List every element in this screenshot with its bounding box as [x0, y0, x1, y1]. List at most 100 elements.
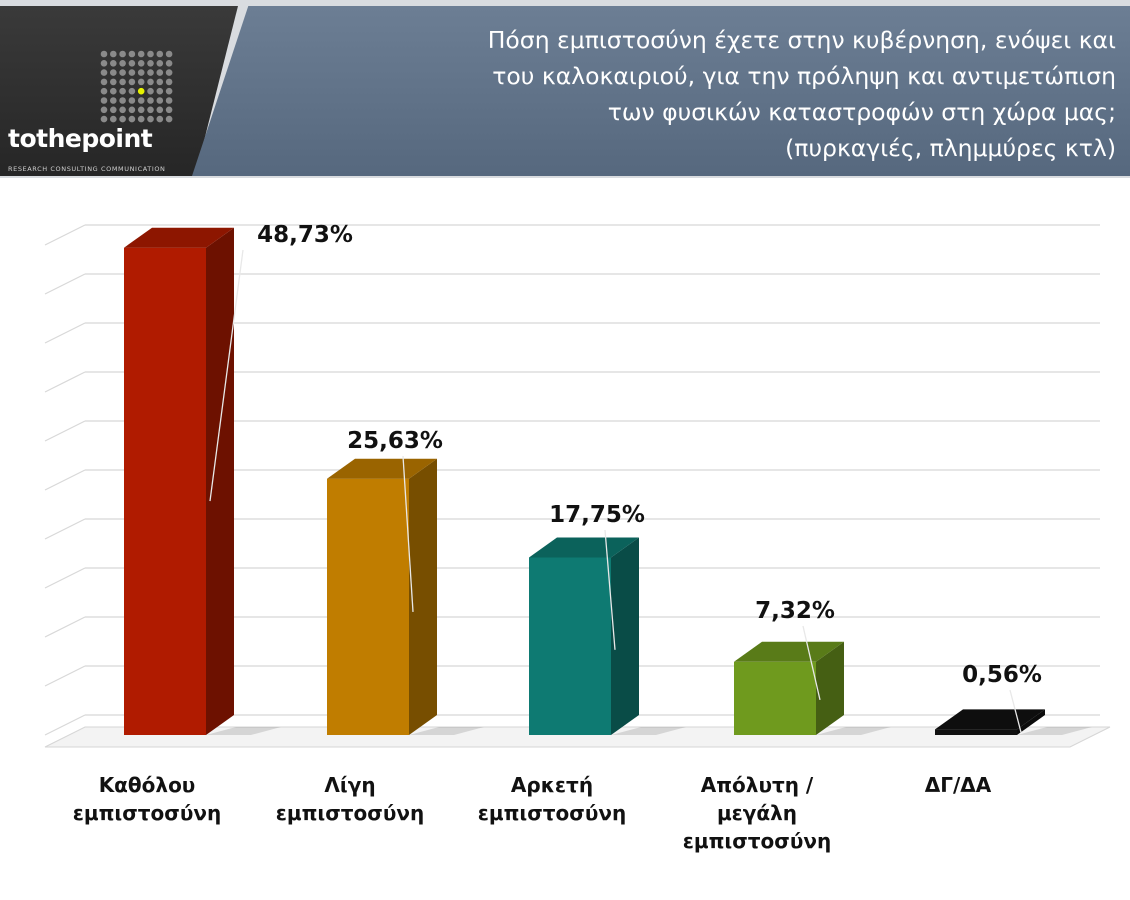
- logo-dot: [147, 69, 154, 76]
- gridline-side: [44, 224, 86, 246]
- logo-dot: [128, 115, 136, 123]
- logo-dot: [165, 50, 173, 58]
- logo-dot: [137, 69, 145, 76]
- gridline-side: [44, 469, 86, 491]
- category-label: Λίγη εμπιστοσύνη: [275, 773, 425, 825]
- logo-dot: [119, 106, 126, 114]
- bar-shadow: [611, 727, 686, 735]
- logo-dot: [119, 78, 126, 86]
- value-label: 48,73%: [257, 222, 353, 248]
- logo-dot: [165, 60, 173, 67]
- bar-top: [124, 227, 234, 248]
- logo-dot: [100, 60, 108, 67]
- gridline-side: [44, 616, 86, 638]
- bar-5: [935, 709, 1092, 735]
- bar-side: [409, 458, 437, 735]
- logo-dot: [156, 60, 164, 67]
- gridline-side: [44, 371, 86, 393]
- leader-line: [1009, 689, 1022, 733]
- bar-top: [327, 458, 437, 479]
- logo-dot: [165, 87, 173, 95]
- logo-dot: [137, 97, 145, 104]
- logo-dot: [110, 69, 117, 76]
- logo-dot: [110, 106, 117, 114]
- bar-front: [734, 661, 816, 735]
- logo-dot: [165, 97, 173, 104]
- logo-dot: [147, 97, 154, 104]
- logo-highlight-dot: [137, 87, 145, 95]
- gridline-side: [44, 322, 86, 344]
- logo-dot: [156, 78, 164, 86]
- bar-side: [611, 537, 639, 735]
- bar-side: [206, 227, 234, 735]
- logo-dot: [156, 69, 164, 76]
- value-label: 17,75%: [549, 502, 645, 528]
- gridline-side: [44, 518, 86, 540]
- bar-front: [529, 557, 611, 735]
- logo-dot: [137, 60, 145, 67]
- logo-dot: [165, 78, 173, 86]
- chart-floor: [44, 726, 1111, 748]
- header-band: tothepoint RESEARCH CONSULTING COMMUNICA…: [0, 0, 1130, 178]
- value-label: 7,32%: [755, 598, 835, 624]
- logo-dot: [137, 106, 145, 114]
- bar-1: [124, 227, 281, 735]
- logo-dot: [110, 78, 117, 86]
- logo-dot: [147, 106, 154, 114]
- logo-dot: [100, 87, 108, 95]
- logo-wordmark: tothepoint: [8, 124, 153, 153]
- category-label: ΔΓ/ΔΑ: [924, 773, 992, 797]
- gridline-side: [44, 273, 86, 295]
- bar-front: [327, 478, 409, 735]
- logo-dot: [128, 69, 136, 76]
- logo-dot: [156, 50, 164, 58]
- category-label: Αρκετή εμπιστοσύνη: [477, 773, 627, 825]
- logo-dot: [147, 50, 154, 58]
- logo-dot: [128, 97, 136, 104]
- bar-top: [529, 537, 639, 558]
- logo-dot: [119, 60, 126, 67]
- value-label: 0,56%: [962, 662, 1042, 688]
- logo-dot: [165, 69, 173, 76]
- logo-dot: [137, 115, 145, 123]
- logo-dot: [110, 97, 117, 104]
- logo-dot: [100, 106, 108, 114]
- logo-dot: [100, 97, 108, 104]
- logo-dot: [137, 50, 145, 58]
- bar-shadow: [1017, 727, 1092, 735]
- logo-dot: [147, 60, 154, 67]
- logo-dot: [137, 78, 145, 86]
- bar-top: [734, 641, 844, 662]
- logo-dot: [147, 78, 154, 86]
- bar-side: [1017, 709, 1045, 735]
- bar-shadow: [816, 727, 891, 735]
- logo-dot: [110, 50, 117, 58]
- logo-dot: [128, 106, 136, 114]
- bar-4: [734, 641, 891, 735]
- bar-chart: 48,73% 25,63% 17,75% 7,32% 0,56%: [44, 222, 1111, 748]
- gridline-side: [44, 714, 86, 736]
- logo-dot: [165, 106, 173, 114]
- leader-line: [402, 455, 414, 613]
- logo-dot: [128, 78, 136, 86]
- logo-dot: [156, 87, 164, 95]
- bar-front: [124, 247, 206, 735]
- logo-dot: [100, 69, 108, 76]
- logo-dot: [119, 50, 126, 58]
- bar-front: [935, 729, 1017, 735]
- logo-dot: [100, 50, 108, 58]
- gridline-side: [44, 567, 86, 589]
- leader-line: [802, 625, 821, 701]
- logo-dot: [110, 115, 117, 123]
- logo-dot: [128, 50, 136, 58]
- category-label: Απόλυτη / μεγάλη εμπιστοσύνη: [682, 773, 832, 853]
- category-label: Καθόλου εμπιστοσύνη: [72, 773, 222, 825]
- bar-3: [529, 537, 686, 735]
- gridline-side: [44, 420, 86, 442]
- logo-dot: [147, 87, 154, 95]
- logo-panel: tothepoint RESEARCH CONSULTING COMMUNICA…: [0, 6, 238, 176]
- bar-shadow: [409, 727, 484, 735]
- bar-top: [935, 709, 1045, 730]
- leader-line: [209, 249, 244, 502]
- logo-dot: [156, 97, 164, 104]
